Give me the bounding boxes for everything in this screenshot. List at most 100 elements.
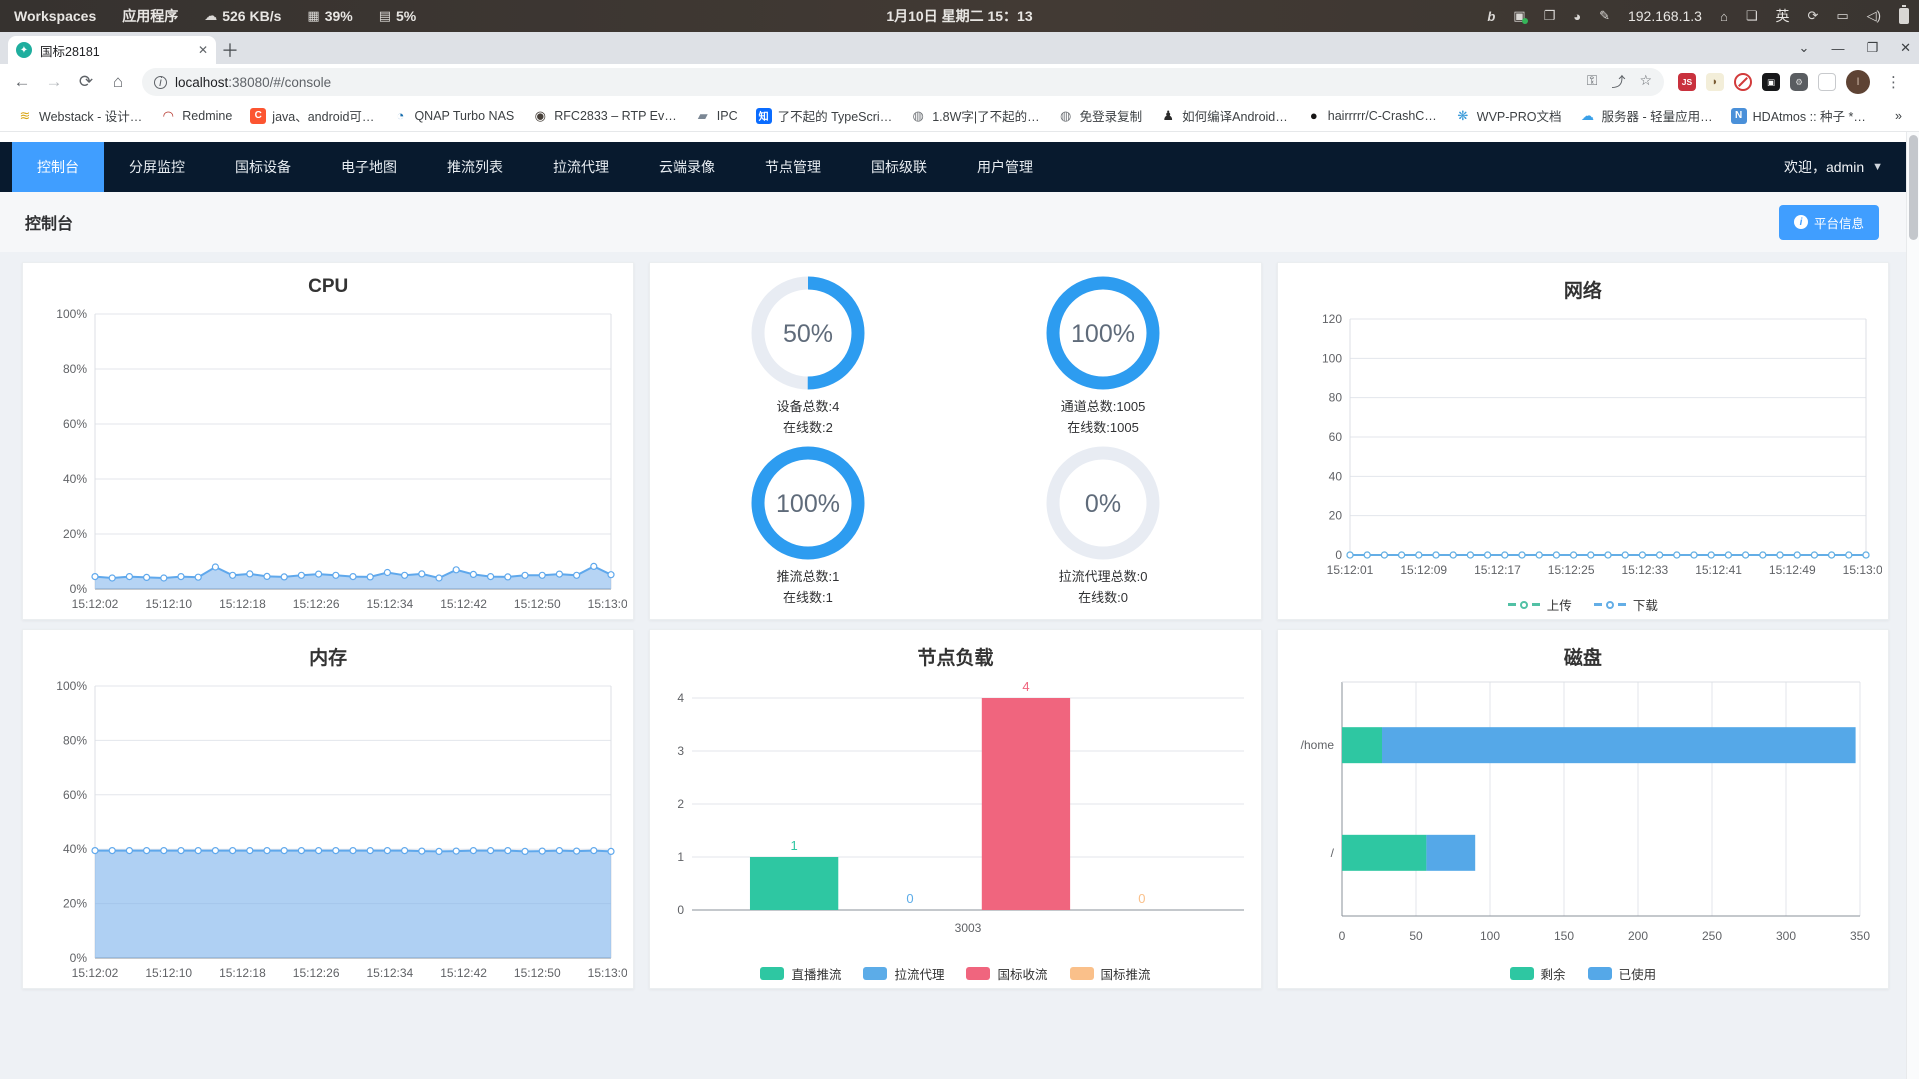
window-close-button[interactable]: ✕ bbox=[1900, 40, 1911, 55]
new-tab-button[interactable]: ＋ bbox=[221, 41, 239, 61]
share-icon[interactable]: ⤴ bbox=[1611, 74, 1626, 90]
browser-menu-icon[interactable]: ⋮ bbox=[1886, 74, 1901, 91]
legend-ring-icon bbox=[1605, 600, 1614, 609]
bookmark-item[interactable]: ◠ Redmine bbox=[153, 105, 239, 127]
extension-dark-icon[interactable]: ▣ bbox=[1762, 73, 1780, 91]
window-restore-button[interactable]: ❐ bbox=[1866, 40, 1879, 55]
volume-icon[interactable]: ◁) bbox=[1866, 8, 1881, 23]
workspaces-button[interactable]: Workspaces bbox=[14, 8, 97, 24]
app-tray-icon[interactable]: ▣ bbox=[1513, 8, 1528, 24]
home-button[interactable]: ⌂ bbox=[112, 72, 124, 91]
pull-proxy-stat: 0% 拉流代理总数:0 在线数:0 bbox=[955, 441, 1250, 611]
device-stat: 50% 设备总数:4 在线数:2 bbox=[660, 271, 955, 441]
svg-text:15:12:09: 15:12:09 bbox=[1400, 563, 1447, 577]
legend-swatch-icon bbox=[760, 967, 785, 980]
nav-item-push-list[interactable]: 推流列表 bbox=[447, 159, 503, 175]
page-scrollbar[interactable] bbox=[1906, 132, 1919, 1079]
bookmark-item[interactable]: ≋ Webstack - 设计… bbox=[10, 103, 149, 128]
donut-gauge: 50% bbox=[749, 274, 867, 397]
bookmark-item[interactable]: ♟ 如何编译Android… bbox=[1153, 103, 1295, 128]
browser-toolbar: ← → ⟳ ⌂ i localhost:38080/#/console ⚿ ⤴ … bbox=[0, 64, 1919, 100]
clipboard-tray-icon[interactable]: ❐ bbox=[1543, 8, 1556, 23]
window-minimize-button[interactable]: — bbox=[1831, 40, 1845, 56]
svg-text:3: 3 bbox=[678, 744, 685, 758]
rotate-lock-icon[interactable]: ⟳ bbox=[1807, 8, 1819, 23]
legend-item[interactable]: 已使用 bbox=[1587, 964, 1656, 983]
svg-text:80%: 80% bbox=[63, 733, 87, 747]
nav-item-split-monitor[interactable]: 分屏监控 bbox=[129, 159, 185, 175]
svg-text:350: 350 bbox=[1850, 929, 1870, 943]
extension-js-icon[interactable]: JS bbox=[1678, 73, 1696, 91]
bookmark-star-icon[interactable]: ☆ bbox=[1639, 72, 1652, 88]
legend-item[interactable]: 拉流代理 bbox=[863, 964, 944, 983]
input-method-indicator[interactable]: 英 bbox=[1775, 8, 1790, 24]
legend-item[interactable]: 下载 bbox=[1593, 595, 1658, 614]
windows-tray-icon[interactable]: ❏ bbox=[1745, 8, 1758, 23]
extension-blank-icon[interactable] bbox=[1818, 73, 1836, 91]
svg-text:15:12:10: 15:12:10 bbox=[145, 597, 192, 611]
nav-item-cloud-record[interactable]: 云端录像 bbox=[659, 159, 715, 175]
display-icon[interactable]: ▭ bbox=[1836, 8, 1849, 23]
ip-address-indicator[interactable]: 192.168.1.3 bbox=[1627, 8, 1702, 24]
browser-tab[interactable]: ✦ 国标28181 ✕ bbox=[8, 36, 216, 64]
donut-gauge: 100% bbox=[1044, 274, 1162, 397]
nav-item-node-manage[interactable]: 节点管理 bbox=[765, 159, 821, 175]
tab-close-icon[interactable]: ✕ bbox=[197, 43, 208, 57]
memory-icon: ▤ bbox=[378, 8, 392, 23]
reload-button[interactable]: ⟳ bbox=[78, 72, 94, 91]
bookmark-item[interactable]: ◍ 免登录复制 bbox=[1051, 103, 1150, 128]
legend-item[interactable]: 剩余 bbox=[1509, 964, 1566, 983]
legend-item[interactable]: 国标推流 bbox=[1069, 964, 1151, 983]
bing-tray-icon[interactable]: b bbox=[1487, 8, 1496, 24]
nav-item-gb-cascade[interactable]: 国标级联 bbox=[871, 159, 927, 175]
back-button[interactable]: ← bbox=[13, 72, 31, 91]
clock[interactable]: 1月10日 星期二 15：13 bbox=[886, 8, 1033, 24]
bookmark-item[interactable]: 知了不起的 TypeScri… bbox=[749, 103, 900, 128]
bookmark-item[interactable]: ▰ IPC bbox=[688, 105, 745, 127]
bookmarks-overflow-button[interactable]: » bbox=[1895, 108, 1902, 123]
tab-search-icon[interactable]: ⌄ bbox=[1798, 40, 1810, 55]
coffee-tray-icon[interactable]: ◕ bbox=[1573, 8, 1582, 24]
bookmark-item[interactable]: ☁ 服务器 - 轻量应用… bbox=[1581, 107, 1713, 125]
svg-text:250: 250 bbox=[1702, 929, 1722, 943]
user-menu[interactable]: 欢迎，admin ▼ bbox=[1783, 159, 1883, 175]
network-chart: 0 20 40 60 80 100 120 15:12:01 15:12:09 15:12:17 1… bbox=[1284, 307, 1890, 586]
scrollbar-thumb[interactable] bbox=[1909, 135, 1918, 240]
nav-item-console[interactable]: 控制台 bbox=[12, 142, 104, 192]
svg-text:20%: 20% bbox=[63, 897, 87, 911]
pen-tray-icon[interactable]: ✎ bbox=[1599, 8, 1610, 23]
svg-text:0: 0 bbox=[1335, 548, 1342, 562]
bookmark-item[interactable]: N HDAtmos :: 种子 *… bbox=[1724, 103, 1873, 128]
site-info-icon[interactable]: i bbox=[154, 75, 167, 89]
bookmark-item[interactable]: ❋ WVP-PRO文档 bbox=[1448, 103, 1569, 128]
profile-avatar[interactable]: I bbox=[1846, 70, 1870, 94]
bookmark-item[interactable]: ◉ RFC2833 – RTP Ev… bbox=[525, 105, 684, 127]
password-key-icon[interactable]: ⚿ bbox=[1586, 72, 1598, 88]
platform-info-button[interactable]: 平台信息 bbox=[1778, 204, 1879, 240]
nav-item-pull-proxy[interactable]: 拉流代理 bbox=[553, 159, 609, 175]
legend-item[interactable]: 直播推流 bbox=[760, 964, 841, 983]
bookmark-item[interactable]: ◔ QNAP Turbo NAS bbox=[385, 105, 521, 127]
svg-text:15:12:34: 15:12:34 bbox=[366, 597, 413, 611]
nav-item-gb-devices[interactable]: 国标设备 bbox=[235, 159, 291, 175]
forward-button[interactable]: → bbox=[45, 72, 63, 91]
bookmark-item[interactable]: ◍ 1.8W字|了不起的… bbox=[903, 103, 1046, 128]
svg-text:/: / bbox=[1330, 846, 1334, 860]
applications-button[interactable]: 应用程序 bbox=[122, 8, 179, 24]
home-tray-icon[interactable]: ⌂ bbox=[1719, 8, 1728, 24]
network-speed-indicator: ☁ 526 KB/s bbox=[204, 8, 282, 24]
battery-icon[interactable] bbox=[1899, 5, 1909, 24]
bookmark-icon: 知 bbox=[755, 107, 772, 124]
svg-text:15:12:50: 15:12:50 bbox=[514, 597, 561, 611]
legend-item[interactable]: 国标收流 bbox=[966, 964, 1048, 983]
extensions-puzzle-icon[interactable]: ⚙ bbox=[1790, 73, 1808, 91]
nav-item-map[interactable]: 电子地图 bbox=[341, 159, 397, 175]
address-bar[interactable]: i localhost:38080/#/console ⚿ ⤴ ☆ bbox=[142, 68, 1664, 96]
svg-text:100: 100 bbox=[1480, 929, 1500, 943]
legend-item[interactable]: 上传 bbox=[1507, 595, 1572, 614]
extension-cookie-icon[interactable]: ◗ bbox=[1706, 73, 1724, 91]
bookmark-item[interactable]: ● hairrrrr/C-CrashC… bbox=[1299, 105, 1444, 127]
extension-blocker-icon[interactable] bbox=[1734, 73, 1752, 91]
nav-item-user-manage[interactable]: 用户管理 bbox=[977, 159, 1033, 175]
